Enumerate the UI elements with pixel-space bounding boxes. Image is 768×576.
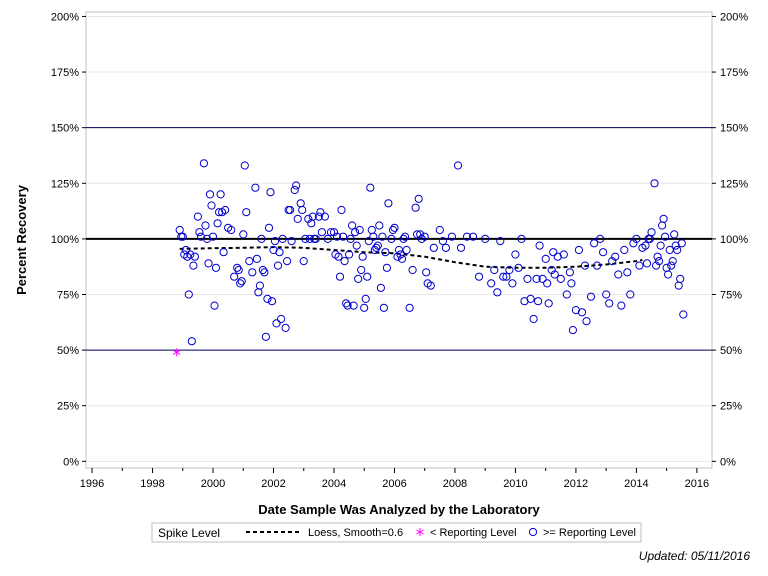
y-tick-label-right: 0% bbox=[720, 456, 736, 468]
y-tick-label-right: 150% bbox=[720, 123, 748, 135]
x-tick-label: 2006 bbox=[382, 478, 406, 490]
y-tick-label-right: 100% bbox=[720, 234, 748, 246]
legend-title: Spike Level bbox=[158, 526, 220, 540]
y-tick-label-right: 125% bbox=[720, 178, 748, 190]
y-tick-label-left: 200% bbox=[51, 11, 79, 23]
legend: Spike Level Loess, Smooth=0.6 < Reportin… bbox=[152, 523, 641, 542]
x-tick-label: 2004 bbox=[322, 478, 346, 490]
y-tick-label-right: 200% bbox=[720, 11, 748, 23]
y-tick-label-left: 0% bbox=[63, 456, 79, 468]
legend-loess-label: Loess, Smooth=0.6 bbox=[308, 527, 403, 539]
x-tick-label: 2012 bbox=[564, 478, 588, 490]
y-tick-label-left: 25% bbox=[57, 401, 79, 413]
y-tick-label-right: 50% bbox=[720, 345, 742, 357]
y-tick-label-right: 25% bbox=[720, 401, 742, 413]
y-tick-label-left: 150% bbox=[51, 123, 79, 135]
x-tick-label: 1998 bbox=[140, 478, 164, 490]
y-tick-label-left: 175% bbox=[51, 67, 79, 79]
plot-area bbox=[86, 12, 712, 468]
y-tick-label-right: 175% bbox=[720, 67, 748, 79]
x-tick-label: 2010 bbox=[503, 478, 527, 490]
footnote-updated: Updated: 05/11/2016 bbox=[639, 549, 751, 563]
x-tick-label: 2008 bbox=[443, 478, 467, 490]
x-tick-label: 2014 bbox=[624, 478, 648, 490]
x-tick-label: 2016 bbox=[685, 478, 709, 490]
y-tick-label-left: 125% bbox=[51, 178, 79, 190]
legend-above-label: >= Reporting Level bbox=[543, 527, 636, 539]
x-tick-label: 2000 bbox=[201, 478, 225, 490]
x-axis-title: Date Sample Was Analyzed by the Laborato… bbox=[258, 502, 540, 517]
x-tick-label: 1996 bbox=[80, 478, 104, 490]
y-tick-label-left: 100% bbox=[51, 234, 79, 246]
y-tick-label-right: 75% bbox=[720, 289, 742, 301]
y-axis-title: Percent Recovery bbox=[14, 184, 29, 295]
y-tick-label-left: 75% bbox=[57, 289, 79, 301]
y-tick-label-left: 50% bbox=[57, 345, 79, 357]
x-tick-label: 2002 bbox=[261, 478, 285, 490]
legend-below-label: < Reporting Level bbox=[430, 527, 517, 539]
